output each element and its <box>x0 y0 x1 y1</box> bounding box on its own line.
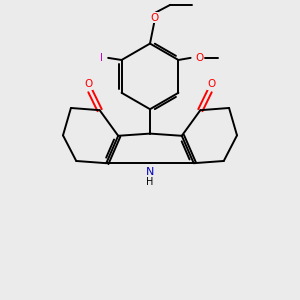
Text: O: O <box>208 79 216 89</box>
Text: I: I <box>100 53 103 63</box>
Text: O: O <box>150 13 158 22</box>
Text: O: O <box>84 79 92 89</box>
Text: O: O <box>195 53 204 63</box>
Text: H: H <box>146 177 154 187</box>
Text: N: N <box>146 167 154 177</box>
